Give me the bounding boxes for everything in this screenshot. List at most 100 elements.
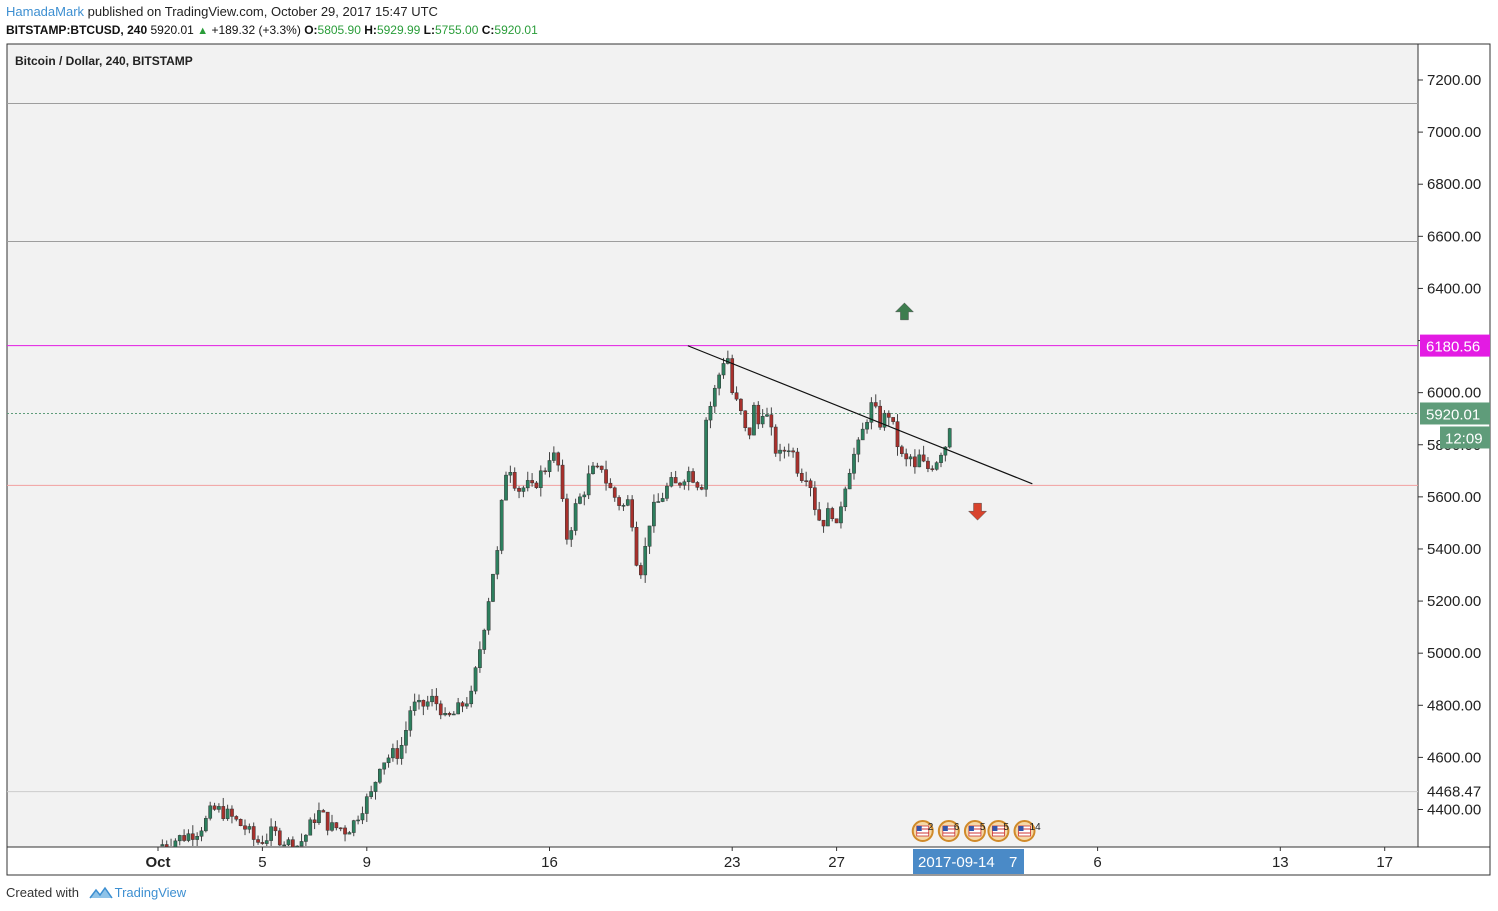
arrow-down-icon[interactable] bbox=[967, 502, 988, 521]
x-tick-label: 13 bbox=[1272, 854, 1289, 871]
y-tick-label: 6800.00 bbox=[1427, 176, 1481, 193]
candle-up bbox=[856, 439, 861, 455]
candle-down bbox=[895, 421, 900, 448]
candle-down bbox=[612, 487, 617, 498]
candle-up bbox=[478, 649, 482, 668]
candle-down bbox=[543, 470, 547, 473]
chart-title: Bitcoin / Dollar, 240, BITSTAMP bbox=[15, 54, 193, 68]
candle-up bbox=[869, 402, 874, 423]
candle-up bbox=[356, 819, 360, 822]
published-text: published on TradingView.com, October 29… bbox=[87, 4, 438, 19]
event-flag-icon[interactable]: 6 bbox=[937, 820, 960, 842]
candle-up bbox=[404, 730, 408, 746]
candle-down bbox=[560, 464, 565, 500]
candle-down bbox=[447, 713, 452, 716]
candle-up bbox=[369, 791, 373, 797]
candle-up bbox=[430, 695, 434, 703]
candle-up bbox=[373, 781, 378, 792]
candle-up bbox=[443, 713, 447, 716]
candle-down bbox=[243, 825, 247, 830]
event-count-label: 14 bbox=[1030, 822, 1042, 833]
arrow-up-icon[interactable] bbox=[894, 302, 915, 321]
candle-up bbox=[465, 703, 469, 707]
plot-area[interactable] bbox=[6, 43, 1419, 848]
event-flag-icon[interactable]: 5 bbox=[963, 820, 986, 842]
candle-up bbox=[399, 745, 404, 759]
candle-down bbox=[678, 482, 682, 486]
candle-down bbox=[164, 844, 169, 847]
x-tick-label: 5 bbox=[258, 854, 266, 871]
candle-down bbox=[782, 449, 787, 452]
author-link[interactable]: HamadaMark bbox=[6, 4, 85, 19]
candle-up bbox=[195, 836, 200, 840]
close-value: 5920.01 bbox=[494, 23, 538, 37]
candle-up bbox=[412, 701, 417, 711]
event-flag-icon[interactable]: 14 bbox=[1013, 820, 1042, 842]
candle-up bbox=[317, 810, 321, 823]
event-count-label: 2 bbox=[928, 822, 934, 833]
y-tick-label: 6600.00 bbox=[1427, 228, 1481, 245]
time-axis[interactable] bbox=[6, 846, 1491, 876]
candle-up bbox=[765, 414, 769, 417]
x-tick-label: 16 bbox=[541, 854, 558, 871]
tradingview-logo-icon[interactable] bbox=[89, 886, 113, 904]
open-value: 5805.90 bbox=[317, 23, 361, 37]
candle-up bbox=[425, 701, 430, 707]
candle-down bbox=[260, 842, 265, 844]
candle-up bbox=[947, 428, 952, 448]
high-label: H: bbox=[364, 23, 377, 37]
candle-down bbox=[630, 499, 634, 528]
price-label-text: 5920.01 bbox=[1426, 406, 1480, 423]
candle-up bbox=[386, 757, 391, 764]
event-flag-icon[interactable]: 5 bbox=[987, 820, 1010, 842]
low-label: L: bbox=[423, 23, 435, 37]
candle-up bbox=[525, 480, 530, 489]
candle-up bbox=[451, 713, 456, 716]
candle-up bbox=[939, 454, 943, 463]
candle-down bbox=[251, 826, 256, 840]
y-tick-label: 5000.00 bbox=[1427, 645, 1481, 662]
y-tick-label: 5200.00 bbox=[1427, 593, 1481, 610]
y-tick-label: 6000.00 bbox=[1427, 385, 1481, 402]
candle-down bbox=[421, 699, 426, 707]
candle-down bbox=[791, 450, 795, 453]
close-label: C: bbox=[481, 23, 495, 37]
price-label-box bbox=[1420, 402, 1490, 425]
x-tick-label: Oct bbox=[145, 854, 170, 871]
candle-up bbox=[282, 844, 286, 847]
candle-up bbox=[186, 833, 191, 841]
candle-up bbox=[295, 845, 300, 848]
candle-up bbox=[269, 826, 273, 841]
candle-down bbox=[273, 826, 278, 832]
candle-up bbox=[391, 748, 395, 759]
candle-down bbox=[799, 473, 804, 481]
candle-up bbox=[173, 840, 178, 848]
candle-down bbox=[517, 488, 521, 492]
candle-down bbox=[599, 465, 604, 470]
x-tick-label: 23 bbox=[724, 854, 741, 871]
price-change: +189.32 (+3.3%) bbox=[211, 23, 301, 37]
trendline[interactable] bbox=[687, 345, 1033, 485]
candle-up bbox=[686, 471, 691, 483]
tradingview-brand-link[interactable]: TradingView bbox=[114, 885, 187, 900]
candle-down bbox=[190, 833, 195, 840]
x-tick-label: 17 bbox=[1376, 854, 1393, 871]
low-value: 5755.00 bbox=[435, 23, 479, 37]
candle-down bbox=[930, 468, 935, 470]
candle-down bbox=[312, 819, 317, 823]
candle-up bbox=[299, 841, 304, 847]
candle-down bbox=[773, 426, 778, 454]
candle-down bbox=[904, 453, 909, 460]
candle-up bbox=[208, 805, 213, 819]
candle-down bbox=[926, 460, 930, 469]
candle-down bbox=[343, 827, 347, 835]
candle-up bbox=[552, 452, 556, 461]
candle-up bbox=[508, 472, 513, 476]
candle-up bbox=[247, 826, 252, 830]
candle-down bbox=[321, 810, 326, 813]
countdown-text: 12:09 bbox=[1445, 430, 1483, 447]
created-with-text: Created with bbox=[6, 885, 79, 900]
event-flag-icon[interactable]: 2 bbox=[911, 820, 934, 842]
candle-up bbox=[760, 416, 765, 425]
